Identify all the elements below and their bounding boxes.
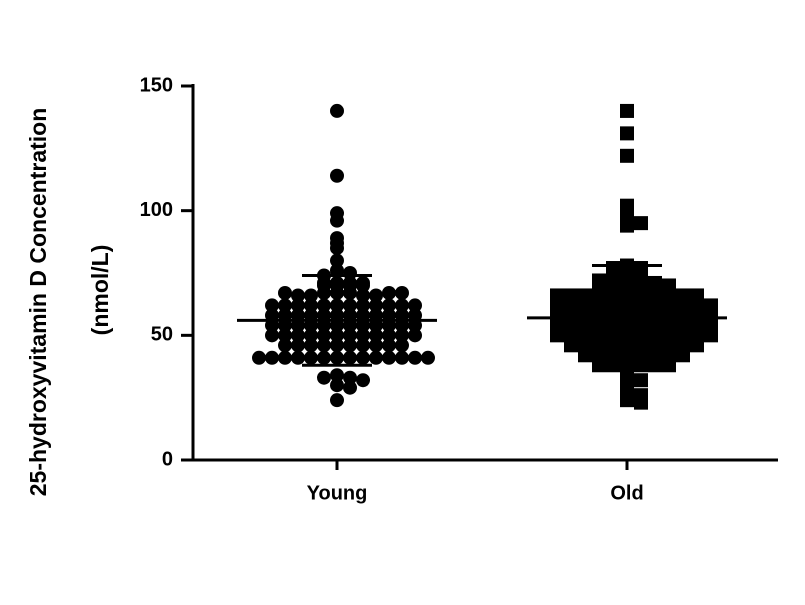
point	[395, 338, 409, 353]
point	[278, 285, 292, 300]
point	[369, 338, 383, 353]
point	[343, 338, 357, 353]
point	[369, 350, 383, 365]
x-tick-label: Young	[307, 482, 368, 504]
point	[382, 350, 396, 365]
point	[330, 213, 344, 228]
point	[317, 298, 331, 313]
point	[634, 395, 648, 410]
point	[304, 350, 318, 365]
point	[291, 288, 305, 303]
point	[592, 273, 606, 288]
point	[317, 338, 331, 353]
point	[634, 373, 648, 388]
point	[369, 328, 383, 343]
point	[304, 298, 318, 313]
point	[382, 338, 396, 353]
point	[330, 393, 344, 408]
point	[356, 373, 370, 388]
point	[369, 288, 383, 303]
point	[265, 298, 279, 313]
point	[291, 338, 305, 353]
point	[330, 168, 344, 183]
point	[564, 338, 578, 353]
point	[252, 350, 266, 365]
point	[291, 328, 305, 343]
y-tick-label: 0	[162, 448, 173, 470]
point	[265, 328, 279, 343]
point	[278, 298, 292, 313]
point	[317, 328, 331, 343]
point	[356, 288, 370, 303]
point	[330, 378, 344, 393]
point	[382, 298, 396, 313]
point	[304, 288, 318, 303]
point	[421, 350, 435, 365]
point	[278, 338, 292, 353]
point	[395, 328, 409, 343]
point	[291, 298, 305, 313]
point	[278, 328, 292, 343]
point	[356, 328, 370, 343]
y-tick-label: 150	[140, 74, 173, 96]
y-axis-label: (nmol/L)	[87, 245, 113, 336]
point	[317, 275, 331, 290]
point	[317, 350, 331, 365]
x-tick-label: Old	[610, 482, 643, 504]
point	[369, 298, 383, 313]
point	[356, 338, 370, 353]
point	[704, 328, 718, 343]
point	[330, 368, 344, 383]
point	[550, 328, 564, 343]
point	[634, 216, 648, 231]
point	[395, 350, 409, 365]
point	[343, 285, 357, 300]
point	[648, 275, 662, 290]
point	[330, 241, 344, 256]
point	[382, 328, 396, 343]
point	[690, 338, 704, 353]
point	[343, 350, 357, 365]
point	[408, 350, 422, 365]
point	[265, 350, 279, 365]
point	[291, 350, 305, 365]
point	[343, 298, 357, 313]
point	[395, 298, 409, 313]
point	[382, 285, 396, 300]
point	[278, 350, 292, 365]
point	[343, 328, 357, 343]
point	[343, 370, 357, 385]
point	[620, 103, 634, 118]
point	[676, 348, 690, 363]
point	[620, 148, 634, 163]
point	[620, 218, 634, 233]
point	[304, 338, 318, 353]
point	[408, 328, 422, 343]
point	[317, 370, 331, 385]
point	[395, 285, 409, 300]
point	[662, 358, 676, 373]
point	[578, 348, 592, 363]
point	[317, 285, 331, 300]
point	[356, 275, 370, 290]
point	[408, 298, 422, 313]
y-axis-label: 25-hydroxyvitamin D Concentration	[25, 108, 51, 497]
point	[343, 380, 357, 395]
y-tick-label: 100	[140, 199, 173, 221]
point	[356, 298, 370, 313]
point	[356, 350, 370, 365]
point	[304, 328, 318, 343]
y-tick-label: 50	[151, 324, 173, 346]
point	[620, 126, 634, 141]
point	[330, 103, 344, 118]
point	[330, 253, 344, 268]
point	[620, 393, 634, 408]
